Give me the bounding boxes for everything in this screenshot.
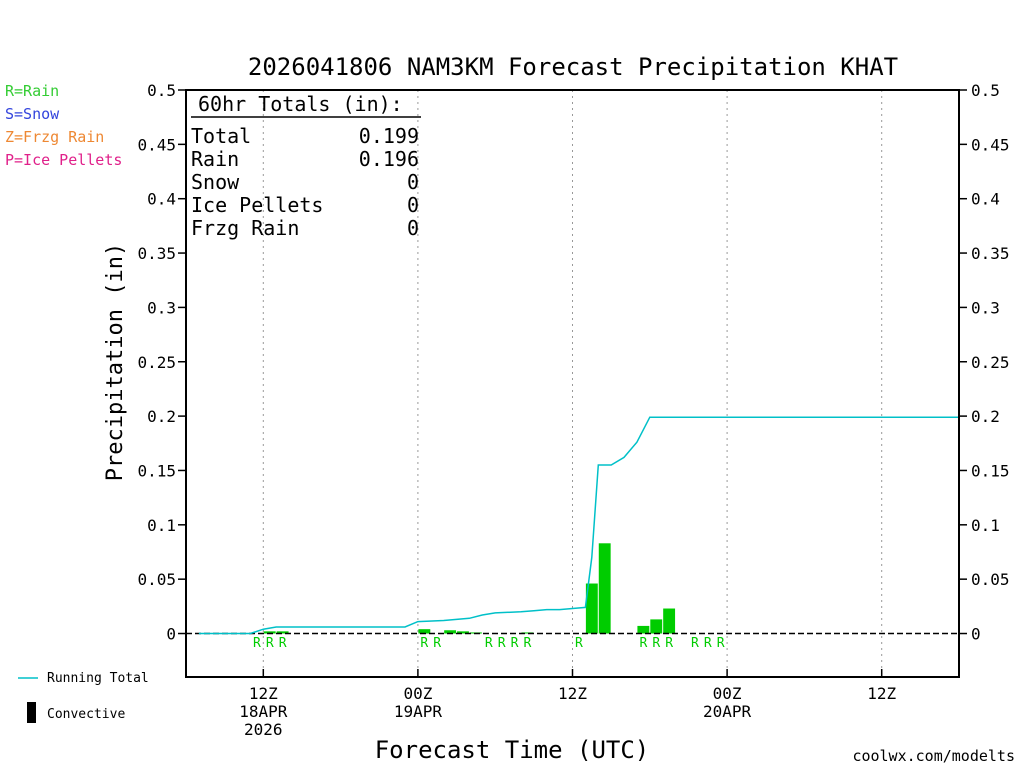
- ytick-right-label-7: 0.35: [971, 244, 1010, 263]
- totals-label-1: Rain: [191, 147, 239, 171]
- bar-1: [276, 631, 289, 634]
- ptype-legend-item-0: R=Rain: [5, 82, 59, 100]
- ytick-right-label-2: 0.1: [971, 516, 1000, 535]
- xtick-label-3-0: 00Z: [713, 684, 742, 703]
- ytick-right-label-10: 0.5: [971, 81, 1000, 100]
- ptype-label-5: R: [485, 636, 493, 651]
- chart-title: 2026041806 NAM3KM Forecast Precipitation…: [248, 53, 898, 81]
- ytick-right-label-1: 0.05: [971, 570, 1010, 589]
- ptype-label-15: R: [717, 636, 725, 651]
- totals-value-4: 0: [407, 216, 419, 240]
- bar-4: [457, 631, 469, 634]
- ptype-label-13: R: [691, 636, 699, 651]
- bottom-legend: Running Total Convective: [18, 671, 149, 723]
- totals-label-4: Frzg Rain: [191, 216, 299, 240]
- totals-box: 60hr Totals (in): Total 0.199 Rain 0.196 Sno…: [191, 92, 421, 240]
- totals-label-2: Snow: [191, 170, 240, 194]
- ytick-right-label-0: 0: [971, 625, 981, 644]
- ytick-left-label-0: 0: [166, 625, 176, 644]
- ytick-left-label-6: 0.3: [147, 298, 176, 317]
- ytick-left-label-3: 0.15: [137, 461, 176, 480]
- ptype-label-1: R: [266, 636, 274, 651]
- xtick-label-0-2: 2026: [244, 720, 283, 739]
- ytick-right-label-6: 0.3: [971, 298, 1000, 317]
- totals-header: 60hr Totals (in):: [198, 92, 403, 116]
- xtick-label-1-0: 00Z: [403, 684, 432, 703]
- xtick-label-0-0: 12Z: [249, 684, 278, 703]
- running-total-line: [198, 416, 959, 635]
- ptype-legend: R=Rain S=Snow Z=Frzg Rain P=Ice Pellets: [5, 82, 122, 169]
- totals-value-1: 0.196: [359, 147, 419, 171]
- xtick-label-1-1: 19APR: [394, 702, 443, 721]
- xtick-label-3-1: 20APR: [703, 702, 752, 721]
- ptype-label-3: R: [420, 636, 428, 651]
- totals-label-0: Total: [191, 124, 251, 148]
- ptype-label-9: R: [575, 636, 583, 651]
- legend-block-swatch: [27, 702, 36, 723]
- ptype-label-11: R: [652, 636, 660, 651]
- y-axis-right: 0 0.05 0.1 0.15 0.2 0.25 0.3 0.35 0.4 0.45 0.5: [959, 81, 1010, 644]
- ptype-label-4: R: [433, 636, 441, 651]
- ytick-right-label-3: 0.15: [971, 461, 1010, 480]
- ytick-right-label-8: 0.4: [971, 190, 1000, 209]
- totals-rows: Total 0.199 Rain 0.196 Snow 0 Ice Pellets 0 Frzg…: [191, 124, 419, 240]
- y-axis-left: 0 0.05 0.1 0.15 0.2 0.25 0.3 0.35 0.4 0.45 0.5: [137, 81, 186, 644]
- bar-6: [521, 632, 534, 634]
- ptype-label-0: R: [253, 636, 261, 651]
- ytick-right-label-5: 0.25: [971, 353, 1010, 372]
- ptype-label-7: R: [511, 636, 519, 651]
- totals-value-2: 0: [407, 170, 419, 194]
- ytick-right-label-9: 0.45: [971, 135, 1010, 154]
- ptype-label-12: R: [665, 636, 673, 651]
- ytick-left-label-4: 0.2: [147, 407, 176, 426]
- xtick-label-0-1: 18APR: [239, 702, 288, 721]
- ytick-left-label-1: 0.05: [137, 570, 176, 589]
- ptype-label-10: R: [639, 636, 647, 651]
- ptype-label-8: R: [523, 636, 531, 651]
- bar-10: [637, 625, 650, 634]
- credit-text: coolwx.com/modelts: [852, 747, 1015, 765]
- bar-12: [663, 608, 676, 634]
- grid: [262, 90, 883, 677]
- bar-11: [650, 619, 663, 634]
- ytick-left-label-5: 0.25: [137, 353, 176, 372]
- ptype-label-6: R: [498, 636, 506, 651]
- bar-0: [263, 631, 276, 634]
- bottom-legend-label-0: Running Total: [47, 671, 149, 686]
- ptype-legend-item-2: Z=Frzg Rain: [5, 128, 104, 146]
- ptype-legend-item-3: P=Ice Pellets: [5, 151, 122, 169]
- totals-value-0: 0.199: [359, 124, 419, 148]
- ptype-label-14: R: [704, 636, 712, 651]
- bar-8: [598, 543, 611, 634]
- ytick-left-label-2: 0.1: [147, 516, 176, 535]
- bar-7: [585, 583, 598, 634]
- xtick-label-2-0: 12Z: [558, 684, 587, 703]
- ytick-left-label-10: 0.5: [147, 81, 176, 100]
- x-axis-label: Forecast Time (UTC): [375, 736, 650, 764]
- ytick-right-label-4: 0.2: [971, 407, 1000, 426]
- bottom-legend-label-1: Convective: [47, 707, 125, 722]
- totals-value-3: 0: [407, 193, 419, 217]
- ytick-left-label-9: 0.45: [137, 135, 176, 154]
- ptype-label-2: R: [279, 636, 287, 651]
- bar-3: [444, 630, 457, 634]
- ytick-left-label-7: 0.35: [137, 244, 176, 263]
- bar-2: [418, 629, 431, 634]
- totals-label-3: Ice Pellets: [191, 193, 323, 217]
- ptype-legend-item-1: S=Snow: [5, 105, 60, 123]
- bars: [263, 543, 676, 634]
- ytick-left-label-8: 0.4: [147, 190, 176, 209]
- xtick-label-4-0: 12Z: [867, 684, 896, 703]
- y-axis-label: Precipitation (in): [103, 243, 128, 481]
- running-total-series: [198, 416, 959, 635]
